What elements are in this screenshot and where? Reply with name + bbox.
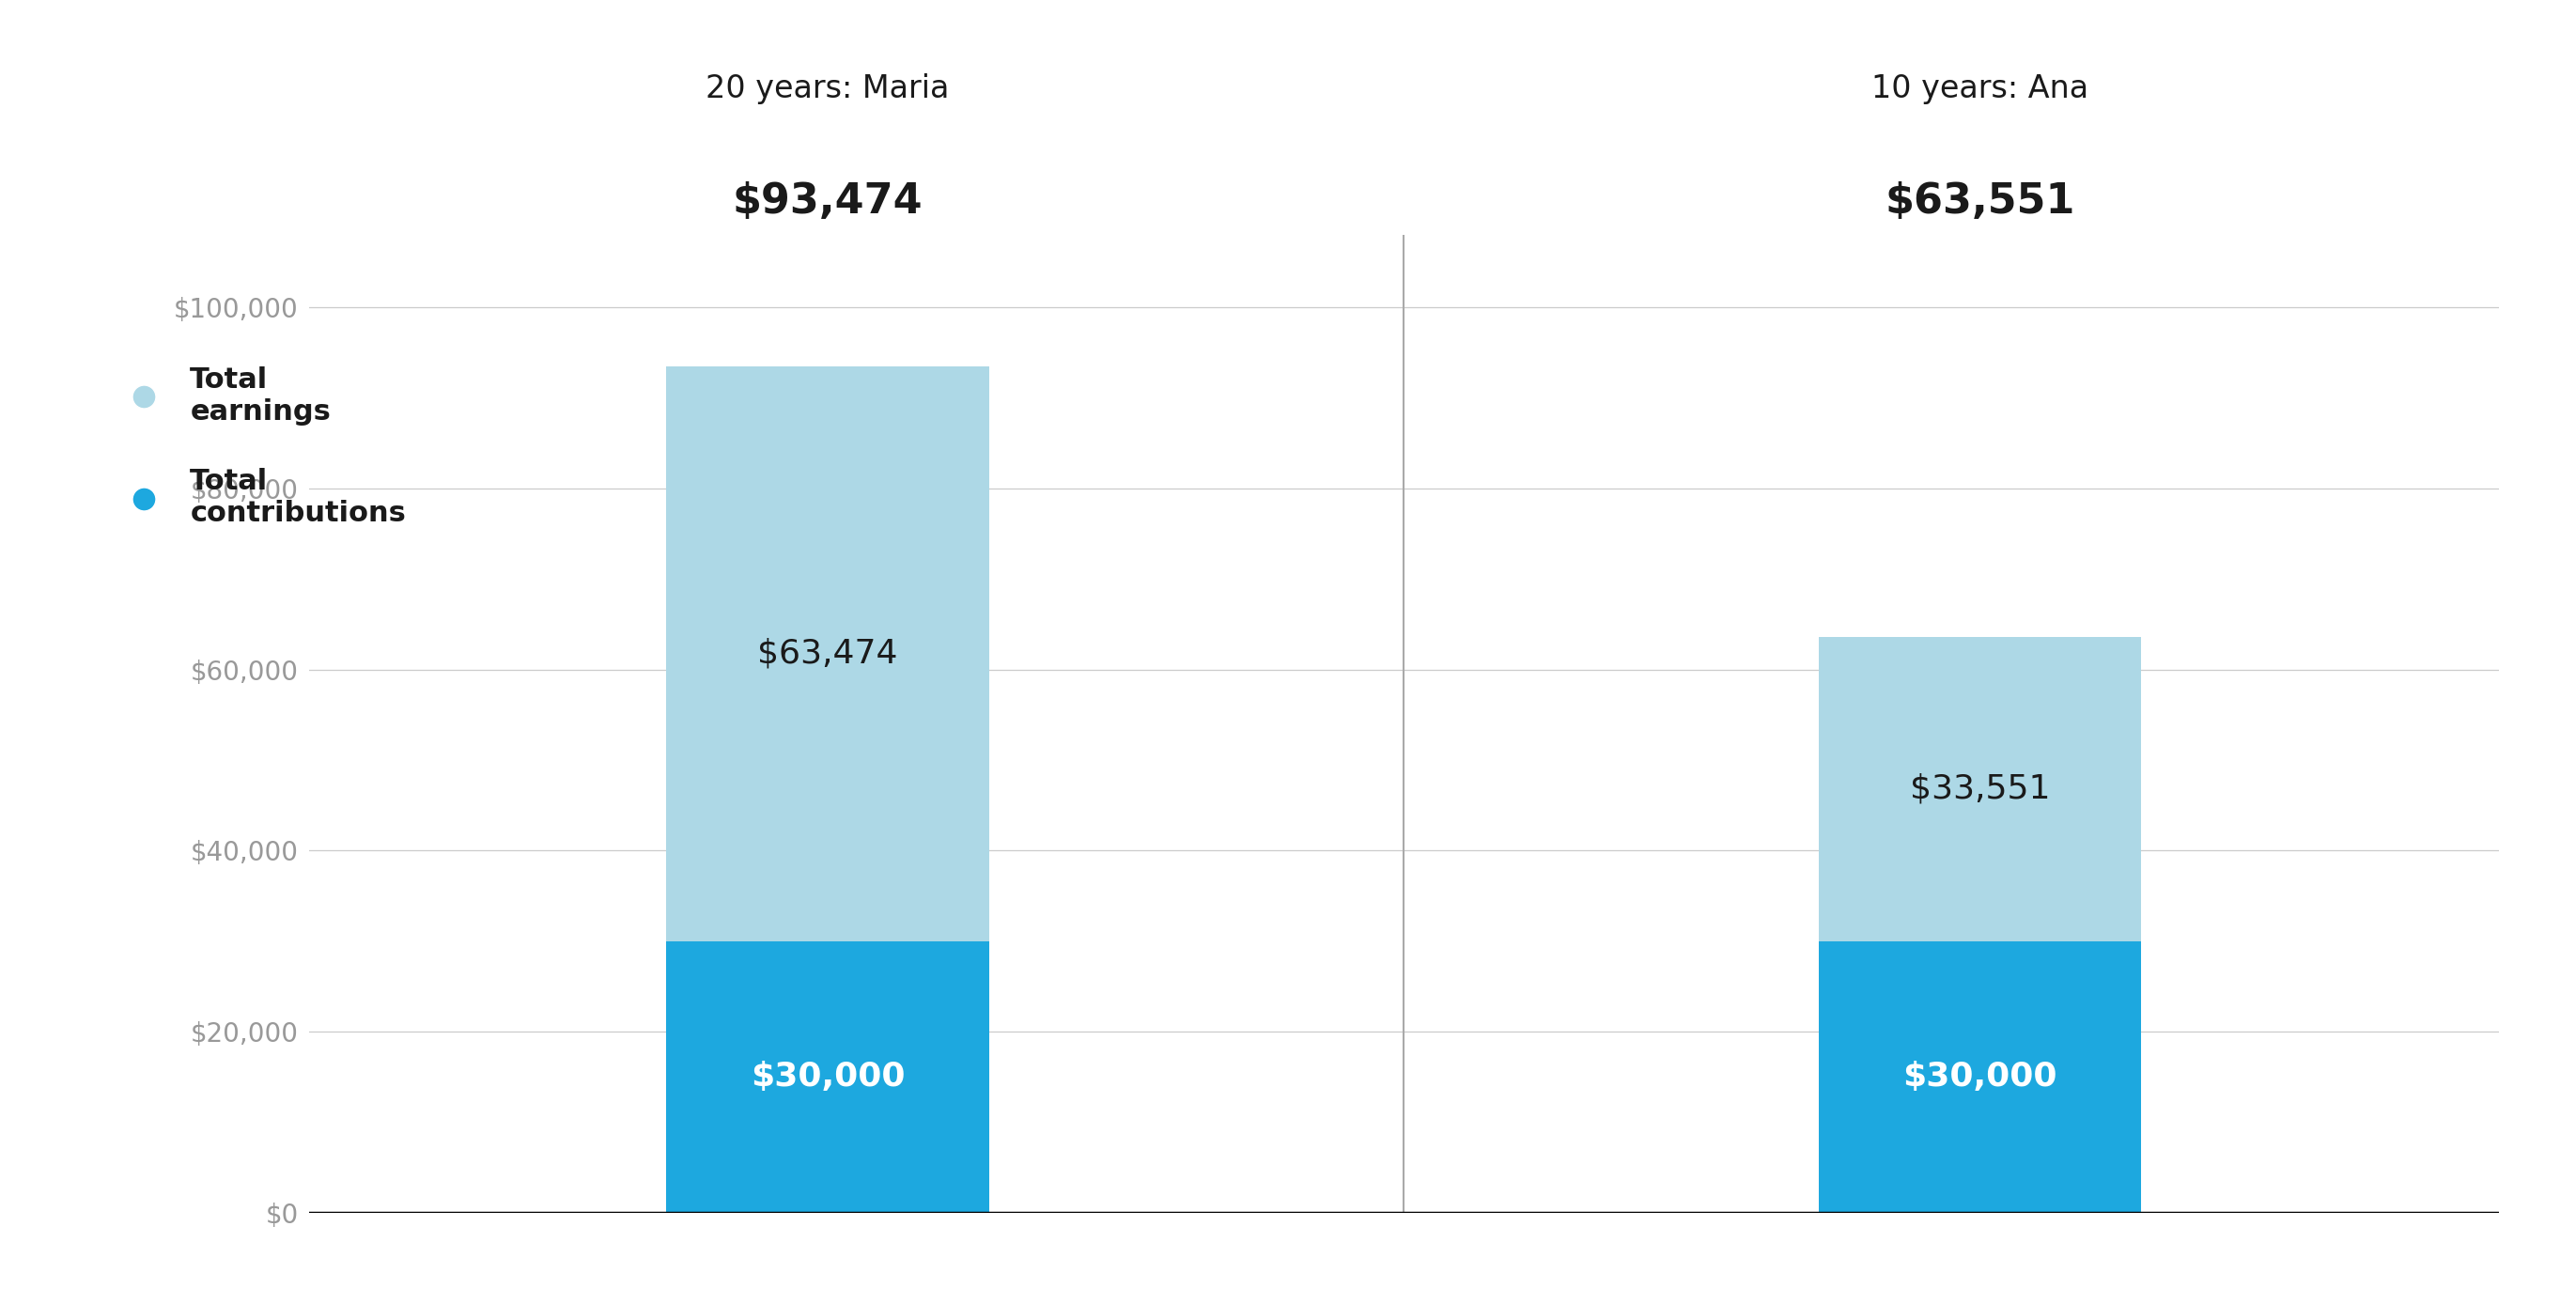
Text: 10 years: Ana: 10 years: Ana: [1873, 73, 2089, 104]
Text: $30,000: $30,000: [750, 1061, 904, 1093]
Text: 20 years: Maria: 20 years: Maria: [706, 73, 951, 104]
Text: $33,551: $33,551: [1909, 773, 2050, 805]
Text: $63,474: $63,474: [757, 638, 899, 670]
Bar: [1819, 638, 2141, 941]
Legend: Total
earnings, Total
contributions: Total earnings, Total contributions: [116, 366, 407, 527]
Bar: [1819, 941, 2141, 1213]
Text: $63,551: $63,551: [1886, 181, 2076, 222]
Text: $30,000: $30,000: [1904, 1061, 2058, 1093]
Bar: [667, 941, 989, 1213]
Text: $93,474: $93,474: [732, 181, 922, 222]
Bar: [667, 366, 989, 941]
